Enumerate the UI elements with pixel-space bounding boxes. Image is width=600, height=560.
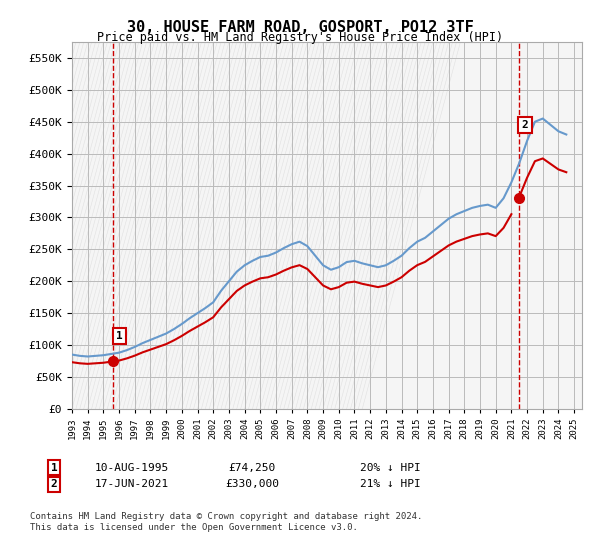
Text: 30, HOUSE FARM ROAD, GOSPORT, PO12 3TF: 30, HOUSE FARM ROAD, GOSPORT, PO12 3TF [127,20,473,35]
Text: 20% ↓ HPI: 20% ↓ HPI [359,463,421,473]
Text: 21% ↓ HPI: 21% ↓ HPI [359,479,421,489]
Text: Price paid vs. HM Land Registry's House Price Index (HPI): Price paid vs. HM Land Registry's House … [97,31,503,44]
Text: 2: 2 [50,479,58,489]
Text: 1: 1 [50,463,58,473]
Text: 1: 1 [116,331,122,341]
Text: £74,250: £74,250 [229,463,275,473]
Text: 17-JUN-2021: 17-JUN-2021 [95,479,169,489]
Text: £330,000: £330,000 [225,479,279,489]
Text: 10-AUG-1995: 10-AUG-1995 [95,463,169,473]
Text: Contains HM Land Registry data © Crown copyright and database right 2024.
This d: Contains HM Land Registry data © Crown c… [30,512,422,532]
Text: 2: 2 [522,120,529,130]
